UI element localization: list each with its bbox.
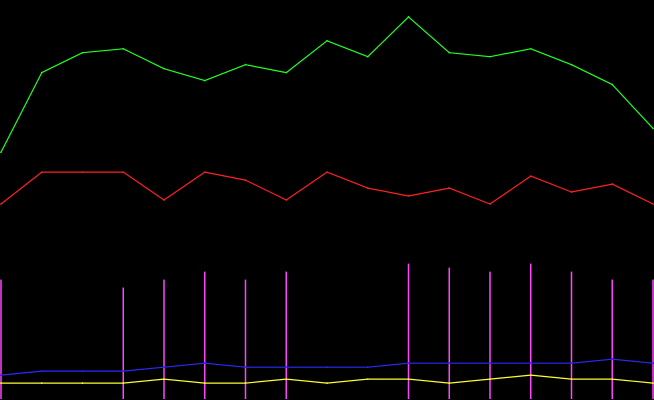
data-point [81, 382, 84, 384]
data-point [448, 382, 451, 384]
data-point [326, 39, 328, 42]
data-point [407, 16, 410, 18]
data-point [244, 382, 247, 384]
data-point [326, 171, 328, 174]
data-point [611, 83, 614, 86]
data-point [570, 191, 573, 193]
data-point [0, 374, 2, 377]
data-point [0, 151, 2, 154]
data-point [448, 362, 451, 365]
data-point [285, 366, 288, 369]
data-point [285, 199, 288, 201]
data-point [81, 171, 84, 174]
data-point [40, 71, 43, 74]
data-point [407, 195, 410, 197]
data-point [366, 378, 369, 380]
data-point [285, 71, 288, 74]
data-point [326, 382, 328, 384]
data-point [244, 63, 247, 66]
data-point [611, 378, 614, 380]
data-point [40, 171, 43, 174]
data-point [122, 47, 125, 50]
data-point [40, 370, 43, 373]
data-point [529, 362, 532, 365]
data-point [122, 370, 125, 373]
data-point [40, 382, 43, 384]
data-point [244, 366, 247, 369]
data-point [122, 382, 125, 384]
data-point [326, 366, 328, 369]
data-point [163, 199, 165, 201]
data-point [366, 187, 369, 189]
data-point [0, 203, 2, 205]
data-point [611, 183, 614, 185]
data-point [163, 67, 165, 70]
data-point [489, 362, 491, 365]
data-point [570, 378, 573, 380]
data-point [163, 366, 165, 369]
data-point [285, 378, 288, 380]
series-line [0, 16, 654, 153]
data-point [203, 362, 206, 365]
data-point [81, 51, 84, 54]
data-point [203, 79, 206, 82]
data-point [489, 203, 491, 205]
data-point [0, 382, 2, 384]
data-point [529, 374, 532, 377]
data-point [81, 370, 84, 373]
data-point [122, 171, 125, 174]
data-point [652, 203, 654, 205]
data-point [448, 51, 451, 54]
data-point [407, 378, 410, 380]
data-point [652, 362, 654, 365]
data-point [570, 63, 573, 66]
plot-area [0, 16, 654, 399]
data-point [570, 362, 573, 365]
data-point [529, 47, 532, 50]
data-point [366, 366, 369, 369]
data-point [652, 127, 654, 130]
data-point [407, 362, 410, 365]
data-point [203, 382, 206, 384]
data-point [489, 55, 491, 58]
data-point [203, 171, 206, 174]
series-3-line [0, 358, 654, 377]
data-point [652, 382, 654, 384]
data-point [448, 187, 451, 189]
series-2-spikes [0, 263, 654, 399]
data-point [489, 378, 491, 380]
series-4-line [0, 374, 654, 384]
data-point [611, 358, 614, 361]
series-0-line [0, 16, 654, 154]
data-point [163, 378, 165, 380]
data-point [529, 175, 532, 178]
data-point [366, 55, 369, 58]
series-1-line [0, 171, 654, 205]
series-line [0, 171, 654, 205]
series-line [1, 374, 654, 384]
data-point [244, 179, 247, 182]
